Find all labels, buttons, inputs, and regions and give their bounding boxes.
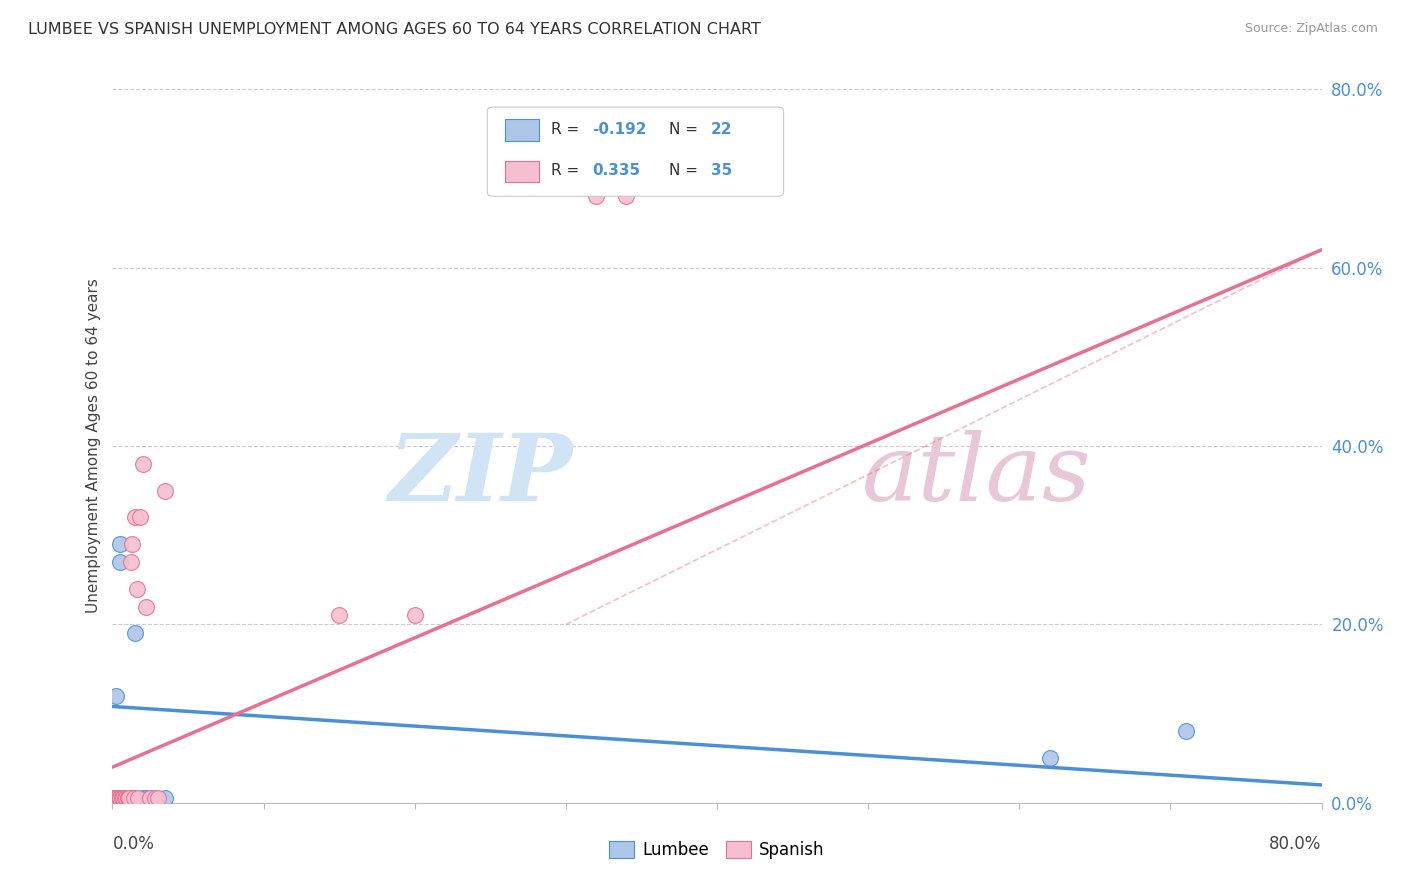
Text: Source: ZipAtlas.com: Source: ZipAtlas.com bbox=[1244, 22, 1378, 36]
Point bbox=[108, 791, 131, 805]
Text: N =: N = bbox=[669, 163, 703, 178]
Point bbox=[135, 791, 157, 805]
Point bbox=[125, 582, 148, 596]
Point bbox=[110, 791, 132, 805]
Point bbox=[108, 555, 131, 569]
Point bbox=[112, 791, 135, 805]
Point bbox=[1038, 751, 1062, 765]
Text: 35: 35 bbox=[711, 163, 733, 178]
Point bbox=[118, 791, 141, 805]
Point bbox=[115, 791, 138, 805]
Point bbox=[117, 791, 139, 805]
Point bbox=[110, 791, 132, 805]
Point bbox=[112, 791, 135, 805]
Point bbox=[105, 791, 128, 805]
Point bbox=[155, 483, 177, 498]
Point bbox=[112, 791, 135, 805]
Point bbox=[139, 791, 162, 805]
FancyBboxPatch shape bbox=[506, 161, 540, 182]
Point bbox=[143, 791, 166, 805]
Point bbox=[135, 599, 157, 614]
FancyBboxPatch shape bbox=[506, 120, 540, 141]
Point bbox=[155, 791, 177, 805]
Point bbox=[146, 791, 169, 805]
Point bbox=[108, 537, 131, 551]
Point bbox=[127, 791, 149, 805]
Text: R =: R = bbox=[551, 163, 585, 178]
Text: LUMBEE VS SPANISH UNEMPLOYMENT AMONG AGES 60 TO 64 YEARS CORRELATION CHART: LUMBEE VS SPANISH UNEMPLOYMENT AMONG AGE… bbox=[28, 22, 761, 37]
Legend: Lumbee, Spanish: Lumbee, Spanish bbox=[603, 834, 831, 866]
Point bbox=[105, 791, 128, 805]
Text: 0.0%: 0.0% bbox=[112, 835, 155, 853]
Point bbox=[132, 457, 155, 471]
Text: 22: 22 bbox=[711, 121, 733, 136]
Point bbox=[1174, 724, 1197, 739]
Point bbox=[404, 608, 426, 623]
Point bbox=[103, 791, 125, 805]
Point bbox=[114, 791, 136, 805]
Point bbox=[616, 189, 638, 203]
Point bbox=[122, 791, 145, 805]
Point bbox=[139, 791, 162, 805]
Point bbox=[132, 791, 155, 805]
Point bbox=[104, 791, 127, 805]
Point bbox=[328, 608, 350, 623]
Point bbox=[115, 791, 138, 805]
Point bbox=[121, 791, 143, 805]
Point bbox=[120, 555, 142, 569]
Y-axis label: Unemployment Among Ages 60 to 64 years: Unemployment Among Ages 60 to 64 years bbox=[86, 278, 101, 614]
Point bbox=[128, 510, 150, 524]
Text: ZIP: ZIP bbox=[388, 430, 572, 519]
Point bbox=[104, 791, 127, 805]
Point bbox=[103, 791, 125, 805]
Text: N =: N = bbox=[669, 121, 703, 136]
Point bbox=[124, 510, 146, 524]
Point bbox=[117, 791, 139, 805]
Point bbox=[114, 791, 136, 805]
Point bbox=[105, 791, 128, 805]
Point bbox=[114, 791, 136, 805]
FancyBboxPatch shape bbox=[488, 107, 783, 196]
Point bbox=[108, 791, 131, 805]
Text: 0.335: 0.335 bbox=[592, 163, 641, 178]
Text: atlas: atlas bbox=[862, 430, 1091, 519]
Text: 80.0%: 80.0% bbox=[1270, 835, 1322, 853]
Text: -0.192: -0.192 bbox=[592, 121, 647, 136]
Point bbox=[117, 791, 139, 805]
Point bbox=[585, 189, 607, 203]
Point bbox=[124, 626, 146, 640]
Point bbox=[107, 791, 129, 805]
Point bbox=[110, 791, 132, 805]
Text: R =: R = bbox=[551, 121, 585, 136]
Point bbox=[107, 791, 129, 805]
Point bbox=[104, 689, 127, 703]
Point bbox=[118, 791, 141, 805]
Point bbox=[112, 791, 135, 805]
Point bbox=[120, 791, 142, 805]
Point bbox=[121, 537, 143, 551]
